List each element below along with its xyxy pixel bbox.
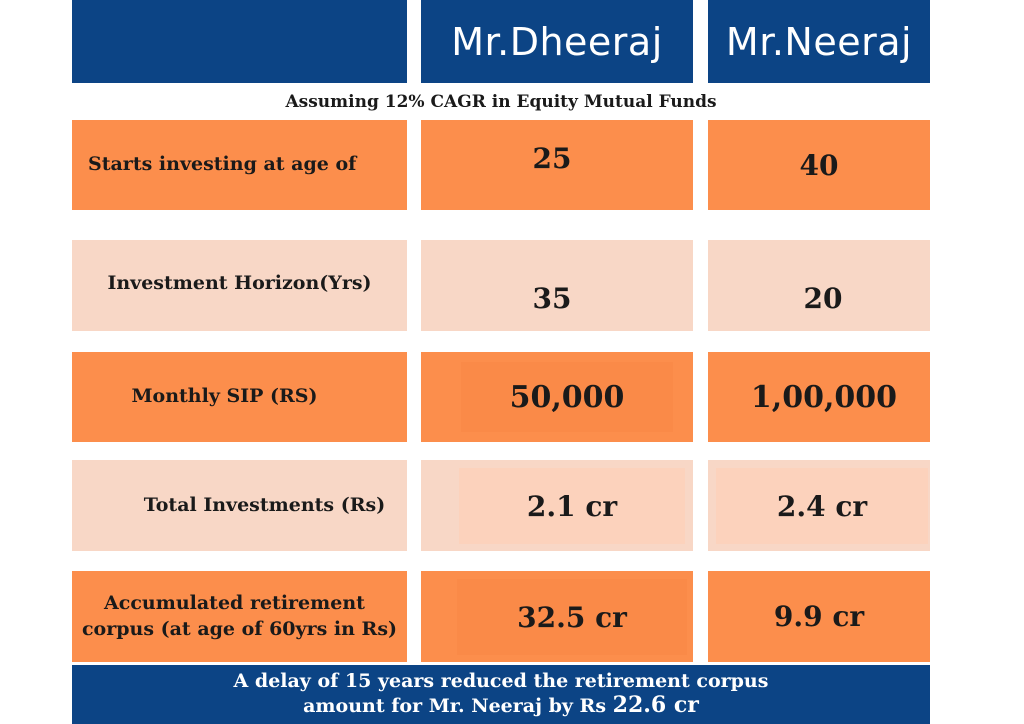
row-age-label: Starts investing at age of [88, 153, 357, 176]
row-horizon-neeraj-value: 20 [803, 282, 843, 315]
row-sip-dheeraj-inner: 50,000 [461, 362, 673, 432]
header-dheeraj-label: Mr.Dheeraj [451, 19, 663, 64]
row-sip-label-cell: Monthly SIP (RS) [72, 352, 407, 442]
row-age-neeraj-value: 40 [799, 148, 839, 182]
row-age-neeraj-cell: 40 [708, 120, 930, 210]
row-horizon-dheeraj-value: 35 [532, 282, 572, 315]
row-total-neeraj-value: 2.4 cr [776, 489, 868, 523]
row-corpus-label-line2: corpus (at age of 60yrs in Rs) [81, 617, 398, 640]
footer-amount: 22.6 cr [612, 692, 699, 718]
row-total-neeraj-cell: 2.4 cr [708, 460, 930, 551]
row-total-dheeraj-cell: 2.1 cr [421, 460, 693, 551]
row-corpus-label-cell: Accumulated retirement corpus (at age of… [72, 571, 407, 662]
row-corpus-dheeraj-cell: 32.5 cr [421, 571, 693, 662]
row-corpus-neeraj-cell: 9.9 cr [708, 571, 930, 662]
row-sip-neeraj-value: 1,00,000 [750, 379, 898, 415]
row-total-dheeraj-inner: 2.1 cr [459, 468, 685, 544]
row-total-neeraj-inner: 2.4 cr [716, 468, 928, 544]
row-age-dheeraj-cell: 25 [421, 120, 693, 210]
row-sip-dheeraj-value: 50,000 [509, 379, 625, 415]
row-total-label: Total Investments (Rs) [143, 493, 386, 516]
row-corpus-dheeraj-inner: 32.5 cr [457, 579, 687, 655]
row-corpus-label-line1: Accumulated retirement [104, 591, 365, 614]
row-age-label-cell: Starts investing at age of [72, 120, 407, 210]
row-horizon-dheeraj-cell: 35 [421, 240, 693, 331]
row-sip-label: Monthly SIP (RS) [131, 385, 318, 408]
header-neeraj-label: Mr.Neeraj [725, 19, 913, 64]
row-horizon-neeraj-cell: 20 [708, 240, 930, 331]
row-corpus-dheeraj-value: 32.5 cr [517, 600, 627, 634]
header-neeraj: Mr.Neeraj [708, 0, 930, 83]
row-total-label-cell: Total Investments (Rs) [72, 460, 407, 551]
footer-line2-prefix: amount for Mr. Neeraj by Rs [303, 695, 613, 717]
row-total-dheeraj-value: 2.1 cr [526, 489, 618, 523]
footer-banner: A delay of 15 years reduced the retireme… [72, 665, 930, 724]
row-sip-neeraj-cell: 1,00,000 [708, 352, 930, 442]
row-corpus-neeraj-value: 9.9 cr [773, 600, 865, 633]
header-blank-cell [72, 0, 407, 83]
header-dheeraj: Mr.Dheeraj [421, 0, 693, 83]
footer-line1: A delay of 15 years reduced the retireme… [233, 670, 769, 692]
row-sip-dheeraj-cell: 50,000 [421, 352, 693, 442]
subtitle: Assuming 12% CAGR in Equity Mutual Funds [285, 92, 717, 112]
row-age-dheeraj-value: 25 [532, 142, 572, 175]
row-horizon-label-cell: Investment Horizon(Yrs) [72, 240, 407, 331]
row-horizon-label: Investment Horizon(Yrs) [107, 272, 372, 294]
footer-line2: amount for Mr. Neeraj by Rs 22.6 cr [72, 693, 930, 718]
